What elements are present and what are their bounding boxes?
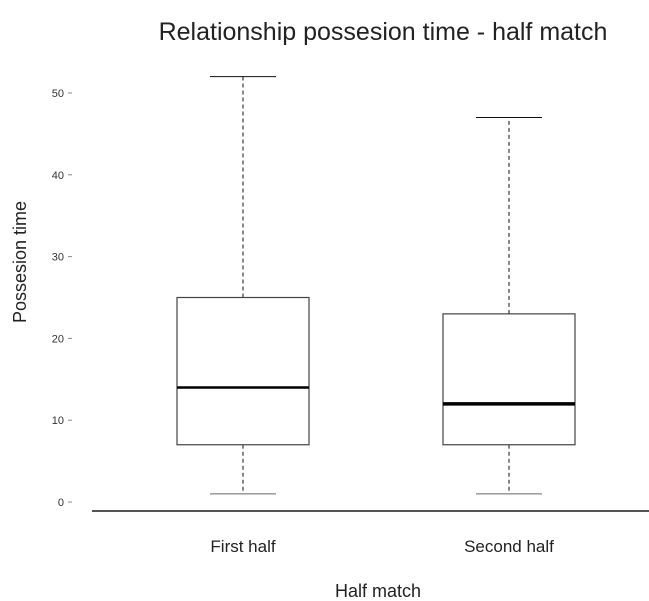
y-axis-label: Possesion time (10, 201, 30, 323)
y-tick-label: 0 (58, 497, 64, 509)
x-category-label: First half (210, 537, 275, 556)
x-category-label: Second half (464, 537, 554, 556)
x-axis-categories: First half Second half (210, 537, 554, 556)
x-axis-label: Half match (335, 581, 421, 601)
y-tick-label: 40 (52, 170, 64, 182)
box-2 (442, 117, 576, 495)
chart-title: Relationship possesion time - half match (159, 18, 608, 46)
y-tick-label: 30 (52, 252, 64, 264)
box-1 (176, 76, 310, 495)
iqr-box (442, 313, 576, 446)
y-tick-label: 10 (52, 415, 64, 427)
boxplot-series (176, 76, 576, 495)
iqr-box (176, 296, 310, 446)
y-tick-label: 50 (52, 88, 64, 100)
y-tick-label: 20 (52, 333, 64, 345)
y-axis: 0 10 20 30 40 50 (52, 88, 72, 509)
